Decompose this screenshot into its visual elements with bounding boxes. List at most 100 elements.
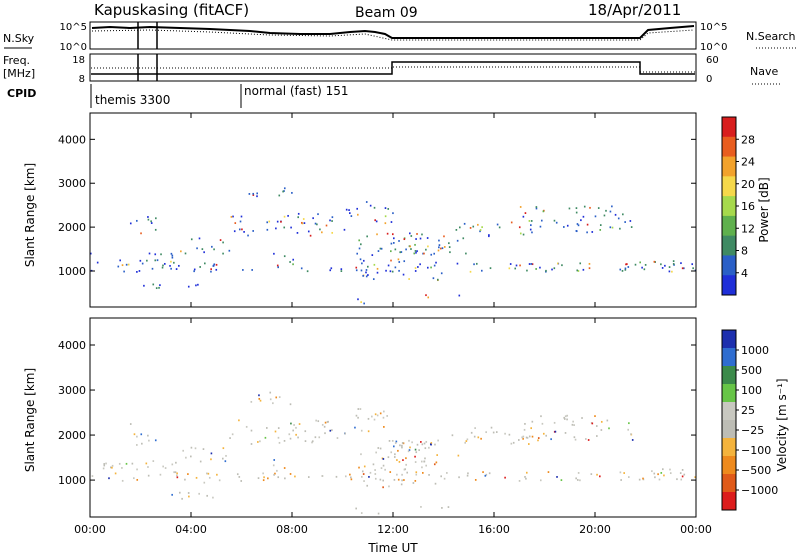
echo-cell (373, 263, 376, 266)
echo-cell (161, 266, 164, 269)
echo-cell (222, 457, 224, 460)
echo-cell (614, 213, 617, 216)
echo-cell (528, 220, 531, 222)
echo-cell (276, 220, 279, 223)
echo-cell (258, 394, 260, 397)
cpid-label: CPID (7, 87, 36, 100)
echo-cell (171, 463, 174, 466)
echo-cell (252, 194, 255, 196)
echo-cell (581, 417, 583, 419)
echo-cell (676, 478, 678, 481)
echo-cell (190, 446, 193, 449)
echo-cell (541, 422, 544, 425)
echo-cell (423, 252, 425, 255)
echo-cell (251, 269, 253, 271)
echo-cell (152, 460, 155, 462)
echo-cell (485, 473, 488, 476)
echo-cell (671, 270, 673, 273)
echo-cell (141, 442, 143, 445)
echo-cell (672, 260, 675, 263)
echo-cell (421, 233, 423, 236)
echo-cell (373, 206, 376, 209)
echo-cell (262, 472, 264, 475)
echo-cell (582, 268, 585, 271)
echo-cell (225, 454, 227, 457)
echo-cell (315, 419, 317, 422)
echo-cell (397, 258, 400, 261)
echo-cell (229, 437, 231, 439)
echo-cell (199, 460, 202, 463)
echo-cell (591, 231, 594, 233)
echo-cell (367, 265, 369, 268)
echo-cell (257, 441, 259, 443)
echo-cell (248, 193, 251, 195)
y-tick-label: 2000 (58, 221, 86, 234)
echo-cell (417, 266, 419, 268)
echo-cell (360, 243, 362, 246)
echo-cell (344, 475, 347, 478)
echo-cell (136, 270, 138, 273)
echo-cell (307, 230, 310, 233)
power-colorbar: 4 8 12 16 20 24 28 (721, 116, 755, 296)
echo-cell (358, 466, 360, 469)
echo-cell (238, 419, 240, 422)
echo-cell (123, 270, 125, 273)
velocity-y-axis: 1000 2000 3000 4000 (58, 339, 696, 487)
echo-cell (240, 480, 243, 482)
echo-cell (376, 414, 379, 417)
echo-cell (150, 222, 153, 224)
echo-cell (188, 495, 190, 498)
echo-cell (219, 239, 222, 241)
echo-cell (668, 266, 671, 268)
echo-cell (210, 452, 213, 455)
echo-cell (521, 436, 523, 439)
echo-cell (387, 264, 390, 267)
echo-cell (437, 249, 440, 252)
echo-cell (273, 252, 275, 255)
echo-cell (426, 237, 429, 239)
echo-cell (379, 478, 382, 481)
echo-cell (382, 458, 385, 460)
echo-cell (415, 238, 417, 240)
echo-cell (206, 494, 208, 497)
echo-cell (396, 473, 398, 476)
echo-cell (531, 420, 534, 423)
echo-cell (522, 215, 525, 218)
nsearch-trace (91, 29, 695, 41)
echo-cell (211, 245, 213, 248)
colorbar-swatch (722, 420, 736, 439)
echo-cell (539, 225, 542, 228)
echo-cell (287, 214, 289, 217)
echo-cell (125, 263, 128, 266)
echo-cell (129, 423, 132, 425)
echo-cell (590, 473, 593, 476)
echo-cell (357, 213, 359, 216)
echo-cell (537, 439, 539, 442)
echo-cell (425, 248, 427, 251)
echo-cell (290, 226, 292, 229)
echo-cell (141, 262, 144, 265)
echo-cell (466, 474, 469, 477)
echo-cell (596, 473, 598, 476)
echo-cell (577, 479, 579, 481)
echo-cell (664, 264, 666, 267)
echo-cell (292, 263, 294, 266)
echo-cell (658, 478, 661, 481)
echo-cell (357, 416, 359, 419)
echo-cell (258, 397, 261, 400)
echo-cell (369, 471, 372, 474)
echo-cell (390, 259, 392, 262)
echo-cell (463, 222, 466, 225)
echo-cell (387, 208, 390, 210)
echo-cell (297, 212, 300, 215)
echo-cell (419, 237, 422, 240)
echo-cell (591, 422, 594, 425)
echo-cell (158, 286, 160, 289)
echo-cell (324, 421, 327, 424)
echo-cell (396, 459, 398, 461)
echo-cell (345, 208, 348, 211)
echo-cell (409, 446, 411, 449)
echo-cell (359, 258, 362, 261)
echo-cell (108, 477, 110, 480)
echo-cell (283, 215, 286, 218)
